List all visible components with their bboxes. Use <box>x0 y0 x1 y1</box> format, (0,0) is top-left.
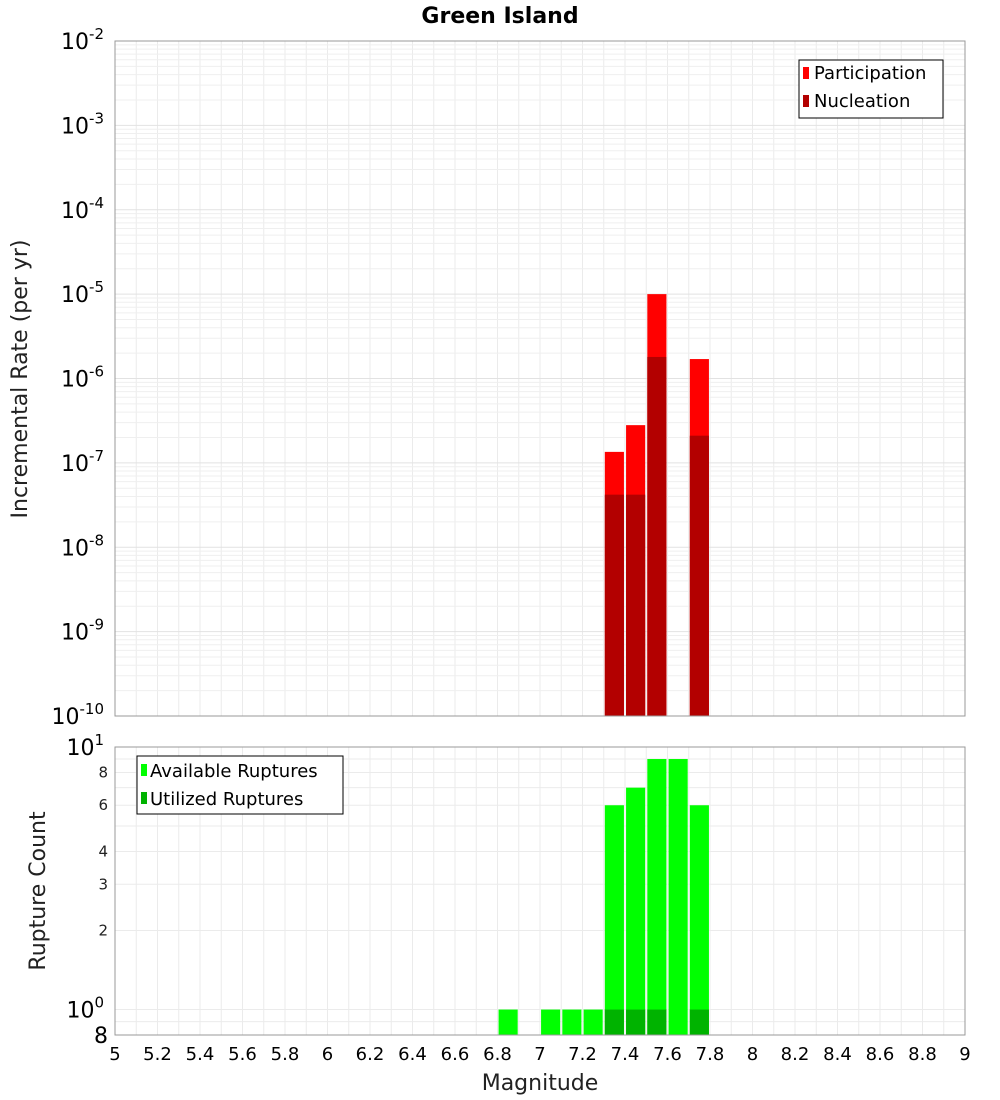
top-bar-nucleation <box>604 494 624 716</box>
top-y-ticks: 10-2 10-3 10-4 10-5 10-6 10-7 10-8 10-9 10-10 <box>52 25 105 730</box>
bottom-y-tick-label-minor: 6 <box>98 796 108 814</box>
bottom-bar-available-ruptures <box>604 805 624 1035</box>
top-y-tick-label: 10-3 <box>61 109 104 139</box>
x-tick-label: 5.2 <box>143 1044 172 1065</box>
x-tick-label: 8.8 <box>908 1044 937 1065</box>
top-y-tick-label: 10-6 <box>61 363 104 393</box>
bottom-bar-available-ruptures <box>668 759 688 1035</box>
legend-participation-label: Participation <box>814 63 926 84</box>
bottom-y-tick-label-bottom: 8 <box>94 1024 108 1049</box>
x-tick-label: 5 <box>109 1044 120 1065</box>
top-y-tick-label: 10-5 <box>61 278 104 308</box>
x-axis-label: Magnitude <box>482 1071 599 1096</box>
top-bar-nucleation <box>626 494 646 716</box>
x-tick-label: 9 <box>959 1044 970 1065</box>
bottom-bar-utilized-ruptures <box>604 1009 624 1035</box>
bottom-bar-available-ruptures <box>647 759 667 1035</box>
x-tick-label: 7.8 <box>696 1044 725 1065</box>
bottom-y-tick-label-top: 101 <box>66 731 104 761</box>
x-tick-label: 6.8 <box>483 1044 512 1065</box>
x-tick-label: 7.2 <box>568 1044 597 1065</box>
bottom-legend-box <box>136 755 344 815</box>
x-tick-label: 8.2 <box>781 1044 810 1065</box>
bottom-y-tick-label-minor: 3 <box>98 875 108 893</box>
bottom-bar-available-ruptures <box>626 787 646 1035</box>
top-y-tick-label: 10-4 <box>61 194 104 224</box>
legend-available-label: Available Ruptures <box>150 761 318 782</box>
bottom-y-tick-label-minor: 2 <box>98 922 108 940</box>
legend-available-swatch <box>141 764 147 776</box>
top-bar-nucleation <box>647 356 667 716</box>
x-tick-label: 6.2 <box>356 1044 385 1065</box>
bottom-bar-utilized-ruptures <box>689 1009 709 1035</box>
top-panel: 10-2 10-3 10-4 10-5 10-6 10-7 10-8 10-9 10-10 In… <box>8 25 966 730</box>
x-tick-label: 8.4 <box>823 1044 852 1065</box>
top-y-axis-label: Incremental Rate (per yr) <box>8 240 33 519</box>
legend-utilized-swatch <box>141 792 147 804</box>
x-tick-label: 7.4 <box>611 1044 640 1065</box>
bottom-bar-utilized-ruptures <box>626 1009 646 1035</box>
x-tick-label: 5.6 <box>228 1044 257 1065</box>
bottom-bar-available-ruptures <box>583 1009 603 1035</box>
x-tick-label: 6.4 <box>398 1044 427 1065</box>
bottom-bar-available-ruptures <box>541 1009 561 1035</box>
bottom-legend: Available Ruptures Utilized Ruptures <box>136 755 344 815</box>
x-tick-label: 6 <box>322 1044 333 1065</box>
bottom-bars <box>498 759 709 1035</box>
bottom-bar-available-ruptures <box>498 1009 518 1035</box>
chart-title: Green Island <box>421 4 578 29</box>
top-bars <box>604 294 709 716</box>
top-bar-nucleation <box>689 435 709 716</box>
bottom-plot-frame <box>114 746 966 1036</box>
top-grid <box>114 41 966 717</box>
x-tick-label: 7.6 <box>653 1044 682 1065</box>
x-ticks: 5 5.2 5.4 5.6 5.8 6 6.2 6.4 6.6 6.8 7 7.2 7.4 7.6 7.8 8… <box>109 1044 970 1065</box>
legend-nucleation-swatch <box>803 95 809 107</box>
top-y-tick-label: 10-9 <box>61 616 104 646</box>
bottom-y-tick-label-minor: 4 <box>98 842 108 860</box>
x-tick-label: 5.8 <box>271 1044 300 1065</box>
legend-nucleation-label: Nucleation <box>814 91 910 112</box>
top-y-tick-label: 10-8 <box>61 531 104 561</box>
bottom-bar-available-ruptures <box>689 805 709 1035</box>
x-tick-label: 8 <box>747 1044 758 1065</box>
top-legend-box <box>798 59 944 119</box>
x-tick-label: 5.4 <box>186 1044 215 1065</box>
bottom-bar-available-ruptures <box>562 1009 582 1035</box>
bottom-y-tick-label-minor: 8 <box>98 763 108 781</box>
top-y-tick-label: 10-2 <box>61 25 104 55</box>
bottom-y-tick-label-one: 100 <box>66 994 104 1024</box>
legend-utilized-label: Utilized Ruptures <box>150 789 303 810</box>
bottom-y-axis-label: Rupture Count <box>26 811 51 971</box>
top-legend: Participation Nucleation <box>798 59 944 119</box>
top-y-tick-label: 10-7 <box>61 447 104 477</box>
legend-participation-swatch <box>803 67 809 79</box>
bottom-bar-utilized-ruptures <box>647 1009 667 1035</box>
x-tick-label: 8.6 <box>866 1044 895 1065</box>
x-tick-label: 6.6 <box>441 1044 470 1065</box>
top-y-tick-label: 10-10 <box>52 700 105 730</box>
top-plot-frame <box>114 40 966 717</box>
x-tick-label: 7 <box>534 1044 545 1065</box>
